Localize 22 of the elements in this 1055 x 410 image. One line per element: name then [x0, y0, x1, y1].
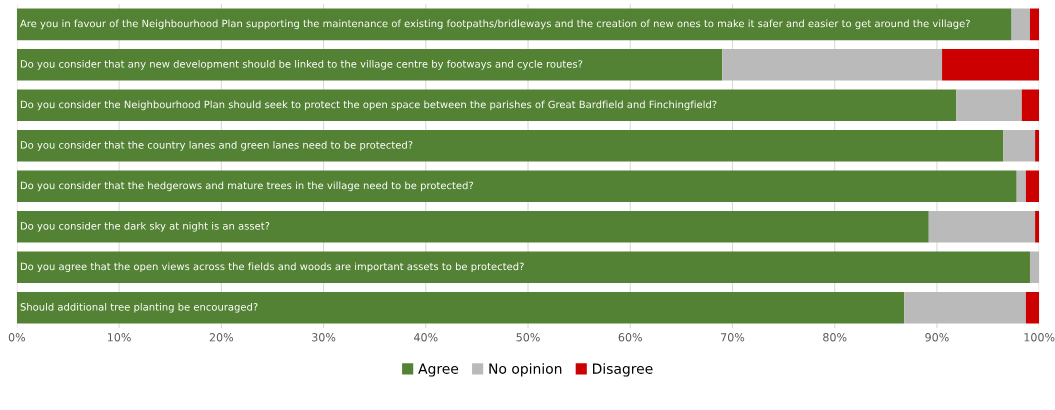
- x-tick-label: 0%: [8, 333, 26, 342]
- x-tick-label: 90%: [925, 333, 949, 342]
- y-tick-label: Do you consider the dark sky at night is an asset?: [20, 221, 270, 232]
- y-tick-label: Do you consider that the country lanes and green lanes need to be protected?: [20, 140, 413, 151]
- x-tick-label: 30%: [312, 333, 336, 342]
- y-tick-label: Do you consider that any new development should be linked to the village centre by footways and cycle routes?: [20, 59, 583, 70]
- x-tick-label: 10%: [107, 333, 131, 342]
- legend-label: No opinion: [489, 363, 562, 377]
- y-tick-label: Do you consider the Neighbourhood Plan should seek to protect the open space between the parishes of Great Bardfield and Finchingfield?: [20, 100, 717, 111]
- x-tick-label: 100%: [1024, 333, 1055, 342]
- y-tick-label: Do you consider that the hedgerows and mature trees in the village need to be protected?: [20, 181, 474, 192]
- x-tick-label: 70%: [721, 333, 745, 342]
- x-tick-label: 60%: [618, 333, 642, 342]
- y-tick-label: Are you in favour of the Neighbourhood Plan supporting the maintenance of existing footpaths/bridleways and the creation of new ones to make it safer and easier to get around the village?: [20, 19, 970, 30]
- x-tick-label: 40%: [413, 333, 438, 342]
- y-tick-label: Should additional tree planting be encouraged?: [20, 302, 258, 313]
- x-tick-label: 20%: [209, 333, 234, 342]
- x-tick-label: 50%: [516, 333, 540, 342]
- legend-label: Agree: [418, 363, 459, 377]
- legend-label: Disagree: [593, 363, 653, 377]
- y-tick-label: Do you agree that the open views across the fields and woods are important assets to be protected?: [20, 262, 524, 273]
- x-tick-label: 80%: [823, 333, 847, 342]
